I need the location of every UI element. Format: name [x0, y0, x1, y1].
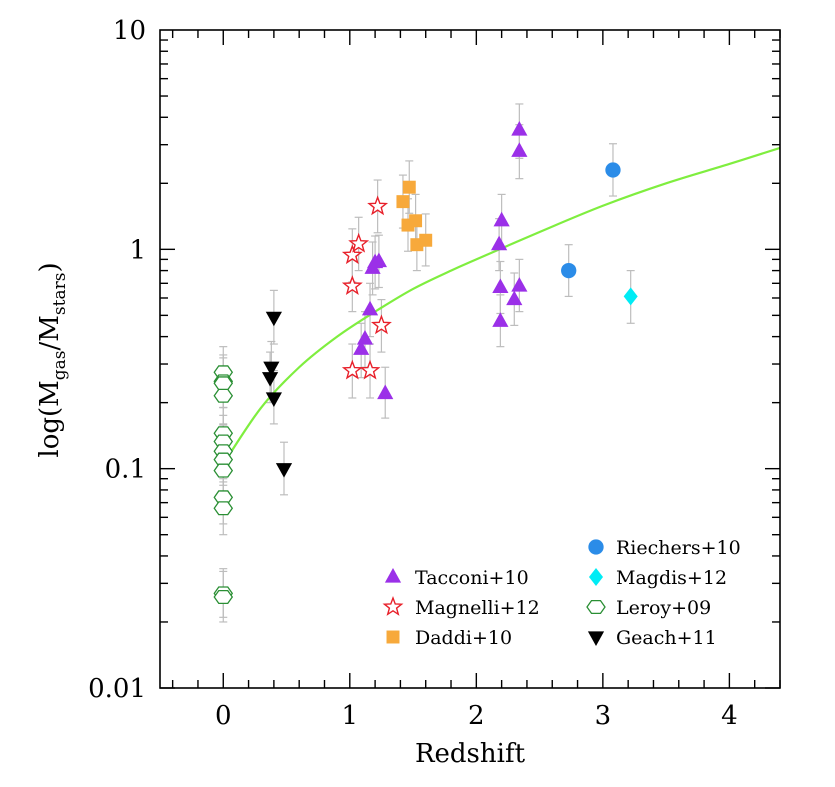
- point-magnelli-12: [367, 195, 389, 216]
- x-tick-label: 0: [215, 701, 232, 731]
- point-tacconi-10: [491, 235, 508, 251]
- y-axis-title: log(Mgas/Mstars): [35, 262, 70, 457]
- legend-label-magdis-12: Magdis+12: [616, 567, 727, 589]
- point-daddi-10: [409, 214, 423, 228]
- y-axis-title-sub-gas: gas: [50, 350, 70, 380]
- point-tacconi-10: [511, 277, 528, 292]
- legend: Tacconi+10 Magnelli+12 Daddi+10 Riechers+10…: [382, 537, 741, 649]
- point-tacconi-10: [377, 384, 394, 400]
- legend-marker-geach-11: [587, 631, 605, 646]
- point-leroy-09: [213, 589, 234, 605]
- point-tacconi-10: [361, 300, 379, 316]
- point-geach-11: [265, 392, 282, 407]
- point-magnelli-12: [341, 244, 363, 265]
- point-leroy-09: [213, 376, 234, 391]
- legend-marker-leroy-09: [586, 599, 606, 615]
- axes: [159, 29, 781, 689]
- point-geach-11: [261, 372, 279, 387]
- x-tick-label: 3: [595, 701, 612, 731]
- point-geach-11: [275, 463, 293, 478]
- legend-label-riechers-10: Riechers+10: [616, 537, 741, 559]
- point-geach-11: [263, 361, 280, 377]
- data-markers: [213, 121, 638, 605]
- point-magnelli-12: [341, 359, 363, 380]
- y-axis-title-slash: /M: [35, 315, 65, 350]
- point-magnelli-12: [341, 275, 363, 295]
- point-magnelli-12: [348, 232, 370, 253]
- point-leroy-09: [213, 501, 234, 516]
- legend-marker-magnelli-12: [382, 596, 404, 616]
- legend-marker-magdis-12: [588, 568, 604, 586]
- point-tacconi-10: [353, 340, 370, 355]
- point-tacconi-10: [511, 142, 528, 157]
- y-tick-label: 10: [113, 16, 146, 46]
- error-bars: [219, 103, 635, 623]
- y-axis-title-suffix: ): [35, 262, 65, 272]
- point-tacconi-10: [511, 121, 528, 136]
- legend-label-magnelli-12: Magnelli+12: [415, 597, 540, 619]
- fit-curve-group: [222, 146, 781, 465]
- point-magnelli-12: [370, 314, 392, 335]
- tick-labels: 0 1 2 3 4 0.01 0.1 1 10: [88, 16, 738, 731]
- point-riechers-10: [561, 262, 577, 279]
- legend-marker-riechers-10: [588, 539, 604, 555]
- y-tick-label: 0.01: [88, 674, 146, 704]
- legend-marker-daddi-10: [386, 630, 400, 644]
- point-tacconi-10: [506, 290, 523, 306]
- point-magdis-12: [623, 287, 638, 306]
- y-tick-label: 0.1: [105, 455, 146, 485]
- point-daddi-10: [402, 180, 416, 194]
- x-tick-label: 2: [468, 701, 485, 731]
- y-tick-label: 1: [129, 235, 146, 265]
- legend-marker-tacconi-10: [384, 568, 402, 583]
- point-magnelli-12: [359, 359, 381, 380]
- legend-label-leroy-09: Leroy+09: [616, 597, 711, 619]
- legend-label-geach-11: Geach+11: [616, 627, 717, 649]
- x-axis-title: Redshift: [415, 739, 526, 769]
- point-leroy-09: [213, 463, 234, 478]
- point-tacconi-10: [493, 211, 510, 227]
- legend-label-daddi-10: Daddi+10: [415, 627, 512, 649]
- legend-label-tacconi-10: Tacconi+10: [415, 567, 529, 589]
- point-tacconi-10: [356, 330, 374, 345]
- point-daddi-10: [396, 195, 410, 209]
- point-riechers-10: [605, 162, 621, 178]
- plot-frame: [159, 29, 781, 689]
- point-tacconi-10: [370, 252, 387, 268]
- y-axis-title-prefix: log(M: [35, 380, 65, 457]
- x-tick-label: 1: [342, 701, 359, 731]
- fit-curve: [222, 146, 781, 465]
- y-axis-title-sub-stars: stars: [50, 273, 70, 316]
- point-leroy-09: [213, 388, 234, 403]
- point-geach-11: [265, 311, 282, 327]
- x-tick-label: 4: [721, 701, 738, 731]
- point-daddi-10: [419, 233, 433, 247]
- point-tacconi-10: [492, 312, 509, 327]
- point-tacconi-10: [492, 278, 509, 294]
